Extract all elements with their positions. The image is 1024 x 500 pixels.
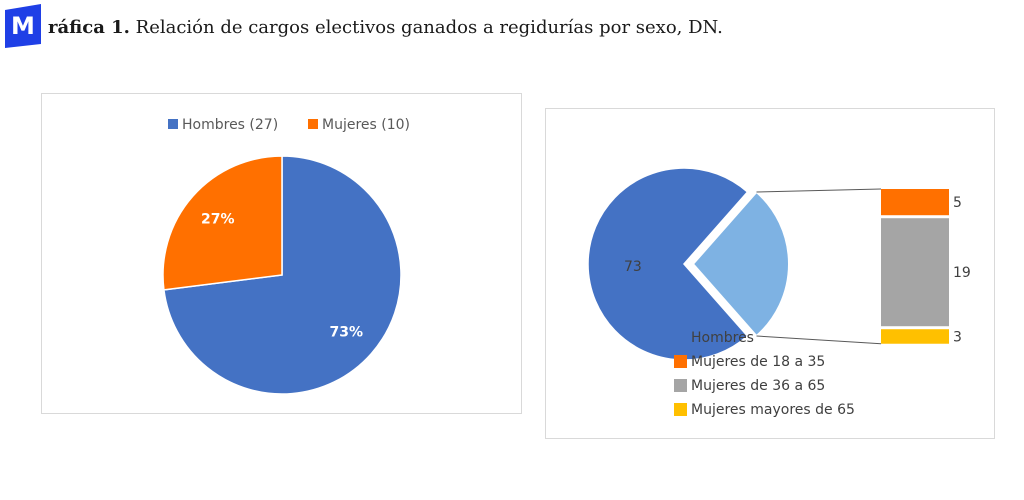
- chart-title: ráfica 1. Relación de cargos electivos g…: [48, 17, 723, 38]
- pie-slice-mujeres: [691, 190, 790, 338]
- legend-swatch-0: [168, 119, 178, 129]
- legend-swatch-1: [308, 119, 318, 129]
- legend-swatch-1: [674, 355, 687, 368]
- legend-label-0: Hombres (27): [182, 117, 278, 133]
- pie-data-label-hombres: 73: [624, 259, 642, 275]
- title-bold: ráfica 1.: [48, 17, 130, 38]
- bar-segment-1: [881, 218, 949, 327]
- pie-legend: Hombres (27) Mujeres (10): [168, 117, 410, 133]
- legend-label-1: Mujeres (10): [322, 117, 410, 133]
- title-text: Relación de cargos electivos ganados a r…: [129, 17, 723, 38]
- legend-swatch-3: [674, 403, 687, 416]
- pie-chart-svg: 73% 27% Hombres (27) Mujeres (10): [162, 117, 410, 395]
- bar-data-label-2: 3: [953, 329, 962, 345]
- bar-segment-2: [881, 329, 949, 344]
- pie-data-label-1: 27%: [201, 211, 235, 227]
- logo-graphic: M: [5, 4, 41, 48]
- legend-label-2: Mujeres de 36 a 65: [691, 378, 825, 394]
- bar-data-label-1: 19: [953, 265, 971, 281]
- legend-label-3: Mujeres mayores de 65: [691, 402, 855, 418]
- bar-segment-0: [881, 189, 949, 216]
- bar-of-pie-legend: Hombres Mujeres de 18 a 35 Mujeres de 36 a…: [674, 330, 855, 418]
- bar-of-pie-chart-svg: 73 5 19 3 Hombres Mujeres de 18 a 35 Mujeres d…: [587, 167, 971, 418]
- logo: M: [5, 4, 41, 48]
- logo-letter: M: [11, 12, 35, 40]
- pie-slice-hombres: [587, 167, 749, 361]
- pie-slice-1: [162, 155, 283, 291]
- bar-of-pie-chart-panel: 73 5 19 3 Hombres Mujeres de 18 a 35 Mujeres d…: [545, 108, 995, 439]
- legend-label-1: Mujeres de 18 a 35: [691, 354, 825, 370]
- pie-data-label-0: 73%: [330, 325, 364, 341]
- bar-data-label-0: 5: [953, 195, 962, 211]
- legend-swatch-2: [674, 379, 687, 392]
- pie-chart-panel: 73% 27% Hombres (27) Mujeres (10): [41, 93, 522, 414]
- connector-line-top: [756, 188, 882, 193]
- legend-label-0: Hombres: [691, 330, 754, 346]
- connector-line-bottom: [756, 335, 882, 345]
